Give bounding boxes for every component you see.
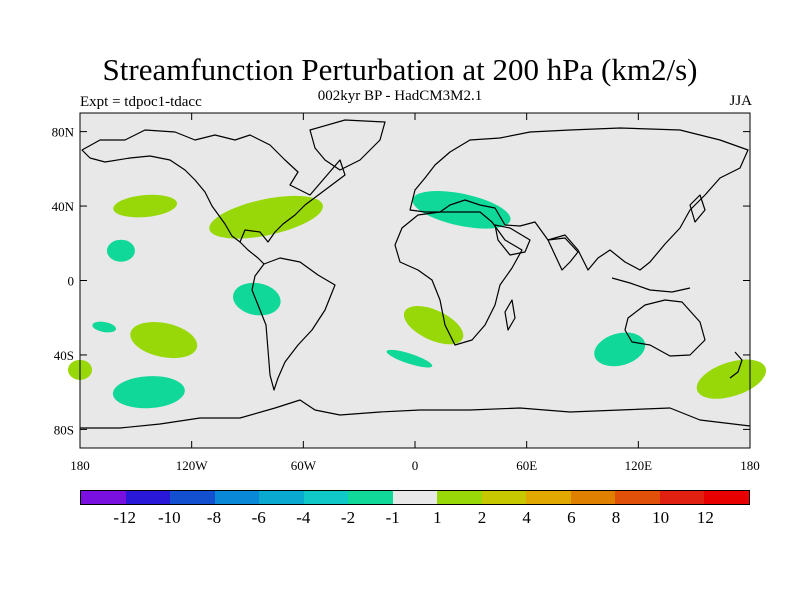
coast-japan	[689, 194, 706, 223]
x-tick-label: 120W	[176, 458, 209, 473]
coast-indonesia	[611, 277, 691, 293]
season-label: JJA	[729, 93, 752, 109]
coast-australia	[624, 299, 706, 357]
coast-new-zealand	[729, 351, 743, 379]
colorbar	[80, 490, 750, 505]
anomaly-region	[696, 359, 767, 399]
colorbar-level-label: -8	[206, 508, 222, 527]
y-tick-label: 0	[68, 274, 75, 289]
colorbar-level-label: -4	[296, 508, 311, 527]
x-tick-label: 180	[740, 458, 760, 473]
colorbar-swatch	[570, 491, 616, 504]
colorbar-swatch	[259, 491, 304, 504]
colorbar-swatch	[615, 491, 660, 504]
colorbar-level-label: 6	[567, 508, 576, 527]
anomaly-region	[412, 190, 511, 229]
colorbar-swatch	[303, 491, 349, 504]
colorbar-level-label: 2	[477, 508, 487, 527]
anomaly-region	[130, 321, 198, 359]
anomaly-region	[112, 376, 185, 409]
colorbar-swatch	[526, 491, 571, 504]
anomaly-region	[233, 282, 281, 316]
colorbar-swatch	[125, 491, 171, 504]
colorbar-swatch	[81, 491, 126, 504]
coast-africa	[394, 211, 523, 346]
x-tick-label: 60W	[291, 458, 317, 473]
y-tick-label: 40N	[52, 199, 75, 214]
colorbar-swatch	[437, 491, 482, 504]
coast-arabia	[494, 224, 531, 256]
colorbar-level-label: 10	[652, 508, 670, 527]
anomaly-region	[403, 305, 464, 345]
anomaly-region	[113, 194, 178, 218]
anomaly-region	[386, 349, 433, 368]
colorbar-swatch	[659, 491, 705, 504]
anomaly-region	[92, 321, 117, 333]
y-tick-label: 40S	[54, 348, 74, 363]
axis-tick-labels: 180 120W 60W 0 60E 120E 180 80N 40N 0 40S 80S	[52, 125, 760, 473]
x-tick-label: 120E	[625, 458, 653, 473]
colorbar-swatch	[481, 491, 527, 504]
y-tick-label: 80S	[54, 422, 74, 437]
chart-subtitle: 002kyr BP - HadCM3M2.1	[317, 88, 483, 104]
colorbar-level-label: -6	[251, 508, 266, 527]
colorbar-swatch	[348, 491, 393, 504]
colorbar-level-label: -10	[157, 508, 181, 527]
colorbar-level-label: 4	[522, 508, 531, 527]
colorbar-swatch	[392, 491, 438, 504]
chart-title: Streamfunction Perturbation at 200 hPa (…	[102, 52, 698, 87]
plot-background	[80, 113, 750, 448]
coast-south-america	[251, 257, 336, 391]
anomaly-fills	[68, 190, 767, 409]
x-tick-label: 60E	[516, 458, 537, 473]
coast-india	[547, 237, 579, 271]
coastlines	[80, 119, 751, 429]
anomaly-region	[594, 332, 646, 367]
x-tick-label: 0	[412, 458, 419, 473]
colorbar-level-label: 1	[433, 508, 442, 527]
coast-central-america	[239, 241, 265, 265]
colorbar-level-label: -12	[113, 508, 136, 527]
x-tick-label: 180	[70, 458, 90, 473]
colorbar-level-label: 8	[611, 508, 621, 527]
colorbar-swatch	[704, 491, 749, 504]
colorbar-level-label: -2	[340, 508, 356, 527]
anomaly-region	[209, 195, 323, 239]
colorbar-level-label: 12	[696, 508, 714, 527]
coast-eurasia	[409, 127, 749, 271]
coast-antarctica	[80, 399, 751, 429]
anomaly-region	[106, 239, 135, 262]
y-tick-label: 80N	[52, 125, 75, 140]
colorbar-level-label: -1	[385, 508, 400, 527]
colorbar-swatch	[214, 491, 260, 504]
coast-madagascar	[504, 299, 516, 331]
axis-ticks	[79, 113, 751, 448]
coast-north-america	[81, 129, 346, 243]
coast-greenland	[309, 119, 386, 171]
colorbar-swatch	[170, 491, 215, 504]
experiment-label: Expt = tdpoc1-tdacc	[80, 94, 202, 110]
